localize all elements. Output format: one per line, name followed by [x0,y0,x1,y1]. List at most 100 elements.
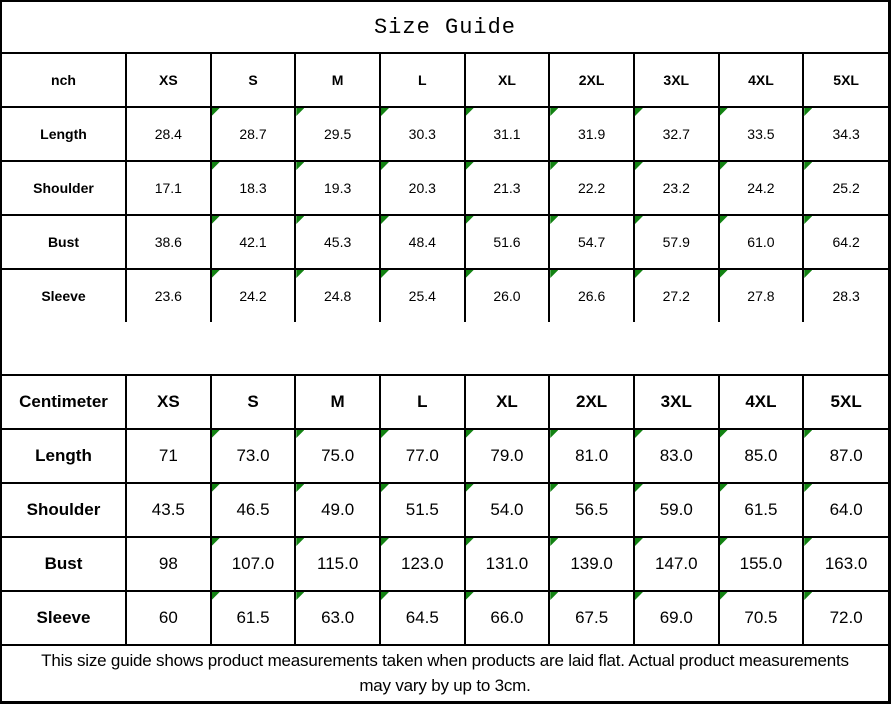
measurement-value: 31.9 [577,126,606,142]
corner-flag-icon [212,271,220,278]
measurement-value: 34.3 [832,126,860,142]
measurement-cell: 31.9 [548,106,635,162]
corner-flag-icon [212,217,220,224]
corner-flag-icon [635,539,643,546]
size-header-cell: M [294,54,381,108]
corner-flag-icon [297,217,305,224]
corner-flag-icon [551,539,559,546]
measurement-value: 33.5 [747,126,775,142]
measurement-value: 70.5 [744,608,778,627]
measurement-value: 115.0 [317,554,359,573]
measurement-value: 66.0 [490,608,524,627]
corner-flag-icon [635,271,643,278]
row-label: Shoulder [2,160,127,216]
measurement-cell: 61.5 [209,590,297,646]
corner-flag-icon [805,485,813,492]
corner-flag-icon [381,539,389,546]
measurement-value: 27.8 [747,288,775,304]
corner-flag-icon [297,109,305,116]
measurement-value: 85.0 [744,446,778,465]
measurement-cell: 45.3 [294,214,381,270]
measurement-value: 49.0 [321,500,355,519]
measurement-cell: 33.5 [717,106,805,162]
size-header-cell: 2XL [548,54,635,108]
corner-flag-icon [381,271,389,278]
measurement-value: 31.1 [493,126,521,142]
measurement-cell: 46.5 [209,482,297,538]
corner-flag-icon [381,217,389,224]
measurement-cell: 163.0 [802,536,888,592]
measurement-cell: 25.2 [802,160,888,216]
measurement-cell: 18.3 [209,160,297,216]
corner-flag-icon [381,593,389,600]
corner-flag-icon [720,485,728,492]
measurement-value: 18.3 [239,180,267,196]
measurement-value: 139.0 [570,554,613,573]
corner-flag-icon [551,485,559,492]
table-row: Length 71 73.0 75.0 77.0 79.0 81.0 83.0 … [2,428,888,484]
measurement-cell: 42.1 [209,214,297,270]
measurement-value: 63.0 [321,608,355,627]
measurement-cell: 81.0 [548,428,635,484]
page-title: Size Guide [373,14,517,40]
measurement-cell: 19.3 [294,160,381,216]
measurement-cell: 75.0 [294,428,381,484]
measurement-cell: 131.0 [463,536,551,592]
measurement-value: 57.9 [662,234,690,250]
measurement-cell: 54.7 [548,214,635,270]
measurement-cell: 64.0 [802,482,888,538]
corner-flag-icon [720,431,728,438]
measurement-cell: 32.7 [632,106,720,162]
corner-flag-icon [466,485,474,492]
measurement-cell: 28.4 [125,106,212,162]
corner-flag-icon [551,271,559,278]
measurement-value: 26.0 [493,288,521,304]
measurement-cell: 123.0 [378,536,466,592]
corner-flag-icon [212,593,220,600]
measurement-cell: 24.2 [717,160,805,216]
measurement-cell: 63.0 [294,590,381,646]
measurement-value: 155.0 [739,554,783,573]
table-row: Length 28.4 28.7 29.5 30.3 31.1 31.9 32.… [2,106,888,162]
row-label: Length [2,106,127,162]
measurement-value: 81.0 [575,446,609,465]
disclaimer-line-2: may vary by up to 3cm. [359,675,531,695]
measurement-cell: 85.0 [717,428,805,484]
measurement-cell: 21.3 [463,160,551,216]
measurement-value: 48.4 [408,234,436,250]
measurement-value: 25.2 [832,180,860,196]
measurement-value: 54.7 [577,234,606,250]
corner-flag-icon [551,593,559,600]
corner-flag-icon [720,593,728,600]
corner-flag-icon [466,271,474,278]
measurement-value: 64.2 [832,234,860,250]
size-header-cell: 2XL [548,374,635,430]
corner-flag-icon [381,109,389,116]
row-label: Shoulder [2,482,127,538]
size-header-cell: L [378,54,466,108]
measurement-value: 25.4 [408,288,436,304]
measurement-cell: 98 [125,536,212,592]
measurement-cell: 25.4 [378,268,466,322]
corner-flag-icon [466,217,474,224]
measurement-value: 147.0 [654,554,698,573]
corner-flag-icon [720,163,728,170]
corner-flag-icon [297,163,305,170]
row-label: Sleeve [2,590,127,646]
measurement-cell: 51.6 [463,214,551,270]
measurement-value: 73.0 [236,446,270,465]
corner-flag-icon [720,271,728,278]
measurement-value: 20.3 [408,180,436,196]
measurement-cell: 54.0 [463,482,551,538]
measurement-value: 64.0 [829,500,863,519]
measurement-cell: 26.6 [548,268,635,322]
corner-flag-icon [551,109,559,116]
measurement-value: 24.2 [239,288,267,304]
measurement-cell: 49.0 [294,482,381,538]
corner-flag-icon [551,431,559,438]
measurement-value: 42.1 [239,234,267,250]
measurement-value: 23.2 [662,180,690,196]
corner-flag-icon [297,431,305,438]
measurement-cell: 107.0 [209,536,297,592]
measurement-value: 46.5 [236,500,270,519]
